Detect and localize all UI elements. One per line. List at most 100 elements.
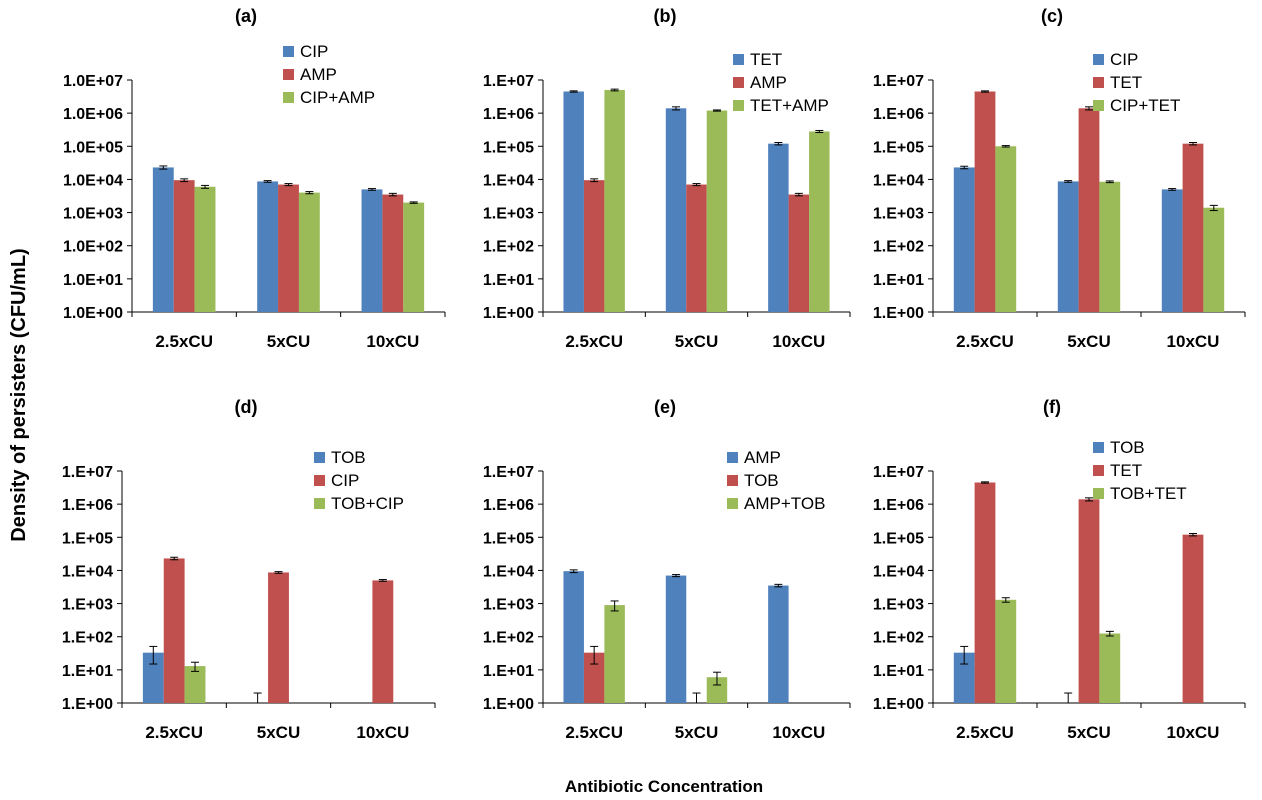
legend-swatch: [314, 452, 325, 463]
error-bar: [149, 645, 158, 665]
legend-swatch: [733, 54, 744, 65]
legend-label: TOB: [1110, 438, 1145, 457]
bar-amp-tob-5xcu: [706, 677, 728, 703]
bar-tet-amp-25xcu: [604, 89, 625, 313]
legend: TET AMP TET+AMP: [733, 50, 829, 115]
x-tick-label: 2.5xCU: [565, 332, 623, 351]
legend-label: CIP: [300, 42, 328, 61]
y-tick-label: 1.E+07: [873, 464, 924, 481]
error-bar: [712, 671, 721, 686]
error-bar: [981, 90, 989, 93]
y-tick-label: 1.E+04: [483, 172, 534, 189]
bar-cip-25xcu: [163, 558, 185, 703]
legend-swatch: [727, 475, 738, 486]
bar-tet-5xcu: [1078, 499, 1100, 703]
y-tick-label: 1.E+02: [483, 239, 534, 256]
bar-tet-10xcu: [1182, 143, 1204, 312]
y-tick-label: 1.E+07: [873, 73, 924, 90]
bar-tet-25xcu: [563, 91, 584, 312]
chart-title: (a): [235, 6, 257, 26]
y-tick-label: 1.E+05: [873, 530, 924, 547]
y-tick-label: 1.E+00: [483, 305, 534, 322]
error-bar: [388, 192, 397, 197]
error-bar: [672, 574, 681, 578]
legend-swatch: [1093, 442, 1104, 453]
error-bar: [981, 481, 989, 484]
legend-swatch: [1093, 54, 1104, 65]
legend-label: AMP: [300, 65, 337, 84]
error-bar: [378, 579, 387, 582]
x-tick-label: 10xCU: [1167, 332, 1220, 351]
y-tick-label: 1.E+06: [62, 497, 113, 514]
bar-amp-25xcu: [563, 571, 584, 703]
bar-amp-25xcu: [173, 180, 195, 312]
error-bar: [672, 106, 681, 111]
error-bar: [409, 201, 418, 204]
legend: CIP AMP CIP+AMP: [283, 42, 375, 107]
legend-swatch: [733, 100, 744, 111]
legend-label: CIP+TET: [1110, 96, 1180, 115]
y-tick-label: 1.E+07: [483, 464, 534, 481]
y-tick-label: 1.E+06: [483, 497, 534, 514]
bar-tet-10xcu: [1182, 534, 1204, 703]
error-bar: [1209, 204, 1218, 212]
error-bar: [569, 90, 578, 93]
error-bar: [590, 645, 599, 665]
legend-label: TET: [1110, 73, 1142, 92]
error-bar: [1085, 497, 1093, 502]
error-bar: [201, 184, 210, 189]
y-tick-label: 1.E+00: [873, 696, 924, 713]
legend-swatch: [733, 77, 744, 88]
y-tick-label: 1.E+05: [873, 139, 924, 156]
x-tick-label: 2.5xCU: [145, 723, 203, 742]
bar-cip-5xcu: [1057, 181, 1079, 312]
y-tick-label: 1.E+01: [483, 272, 534, 289]
bar-amp-5xcu: [278, 184, 299, 312]
error-bar: [1189, 142, 1197, 146]
bar-amp-10xcu: [788, 194, 810, 312]
error-bar: [1168, 188, 1177, 191]
chart-panel-b: (b) 1.E+00 1.E+01 1.E+02 1.E+03 1.E+04 1.E+05 1…: [483, 6, 851, 351]
y-tick-label: 1.E+06: [873, 497, 924, 514]
x-tick-label: 10xCU: [356, 723, 409, 742]
error-bar: [1064, 180, 1073, 183]
legend-label: TOB+CIP: [331, 494, 404, 513]
y-tick-label: 1.0E+04: [63, 172, 123, 189]
y-tick-label: 1.E+00: [873, 305, 924, 322]
bar-amp-5xcu: [686, 184, 707, 312]
y-tick-label: 1.0E+00: [63, 305, 123, 322]
chart-panel-f: (f) 1.E+00 1.E+01 1.E+02 1.E+03 1.E+04 1.E+05 1…: [873, 397, 1246, 742]
legend-label: AMP+TOB: [744, 494, 825, 513]
legend: TOB TET TOB+TET: [1093, 438, 1187, 503]
legend-label: TET: [750, 50, 782, 69]
error-bar: [774, 583, 783, 588]
chart-title: (d): [235, 397, 258, 417]
y-tick-label: 1.0E+02: [63, 239, 123, 256]
bar-tet-amp-5xcu: [706, 110, 728, 313]
y-tick-label: 1.E+02: [873, 239, 924, 256]
bar-amp-5xcu: [665, 575, 687, 703]
chart-panel-d: (d) 1.E+00 1.E+01 1.E+02 1.E+03 1.E+04 1.E+05 1…: [62, 397, 436, 742]
bar-tet-25xcu: [974, 91, 996, 312]
y-tick-label: 1.E+01: [62, 663, 113, 680]
y-tick-label: 1.0E+07: [63, 73, 123, 90]
bar-amp-10xcu: [382, 194, 404, 312]
x-tick-label: 5xCU: [675, 723, 718, 742]
y-tick-label: 1.E+00: [483, 696, 534, 713]
error-bar: [263, 180, 272, 183]
legend-swatch: [1093, 465, 1104, 476]
bar-amp-10xcu: [768, 585, 789, 703]
error-bar: [1105, 630, 1114, 637]
error-bar: [367, 188, 376, 191]
bar-tob-tet-25xcu: [995, 599, 1017, 703]
y-tick-label: 1.0E+06: [63, 106, 123, 123]
legend-swatch: [1093, 77, 1104, 88]
error-bar: [274, 571, 283, 574]
legend-label: TOB: [331, 448, 366, 467]
bar-cip-5xcu: [257, 181, 279, 312]
error-bar: [774, 142, 783, 146]
error-bar: [305, 191, 314, 195]
error-bar: [569, 569, 578, 574]
legend-swatch: [727, 452, 738, 463]
y-tick-label: 1.E+02: [873, 630, 924, 647]
